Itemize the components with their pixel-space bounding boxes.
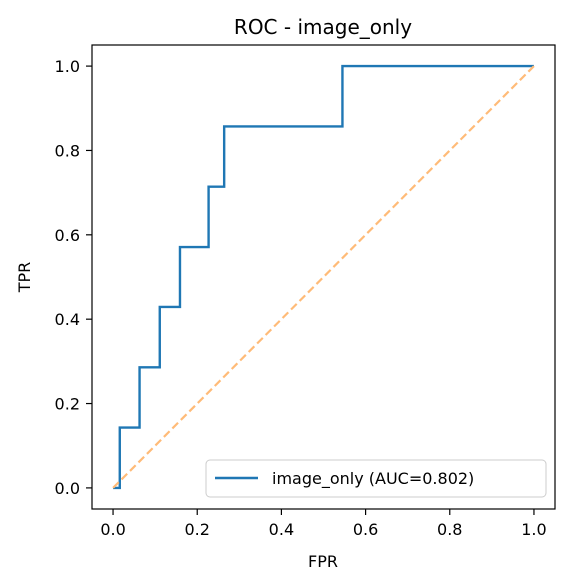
y-tick-label: 0.4 xyxy=(55,310,80,329)
y-tick-label: 0.0 xyxy=(55,479,80,498)
legend: image_only (AUC=0.802) xyxy=(205,459,547,498)
y-tick-label: 0.2 xyxy=(55,395,80,414)
y-tick-label: 0.6 xyxy=(55,226,80,245)
x-axis: 0.0 0.2 0.4 0.6 0.8 1.0 xyxy=(100,509,547,539)
y-tick-label: 0.8 xyxy=(55,141,80,160)
plot-frame xyxy=(91,44,556,510)
x-tick-label: 0.0 xyxy=(100,520,125,539)
legend-entry-label: image_only (AUC=0.802) xyxy=(272,469,474,489)
x-axis-label: FPR xyxy=(308,552,338,571)
y-axis-label: TPR xyxy=(15,262,34,294)
x-tick-label: 0.8 xyxy=(437,520,462,539)
y-axis: 0.0 0.2 0.4 0.6 0.8 1.0 xyxy=(55,57,92,498)
x-tick-label: 0.6 xyxy=(353,520,378,539)
x-tick-label: 1.0 xyxy=(521,520,546,539)
y-tick-label: 1.0 xyxy=(55,57,80,76)
chart-title: ROC - image_only xyxy=(234,15,412,39)
x-tick-label: 0.4 xyxy=(269,520,294,539)
chance-diagonal-line xyxy=(112,65,535,489)
series-layer xyxy=(112,64,535,490)
legend-box xyxy=(205,459,547,498)
x-tick-label: 0.2 xyxy=(185,520,210,539)
roc-curve-line xyxy=(113,64,534,490)
